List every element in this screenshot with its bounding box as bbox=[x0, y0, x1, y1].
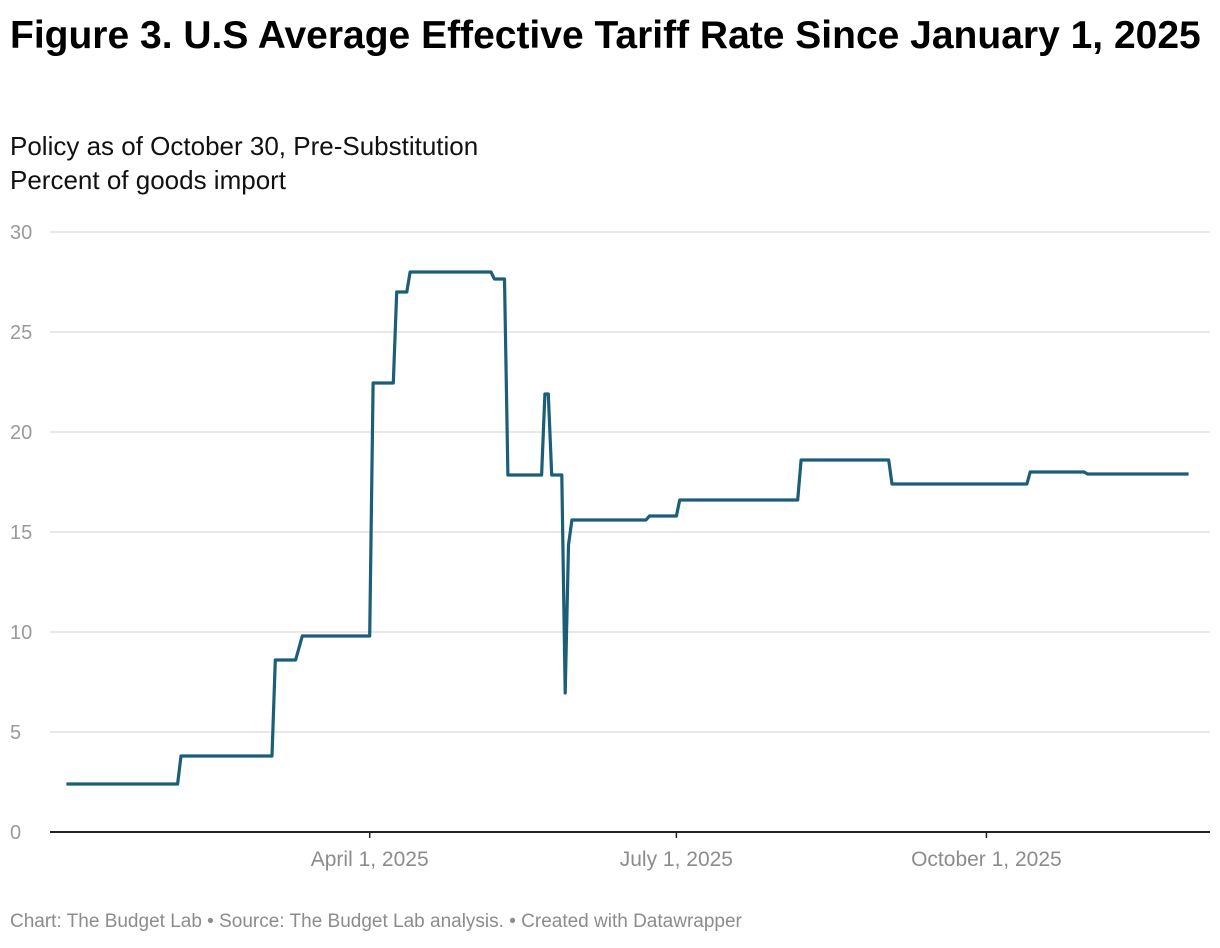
chart-footer: Chart: The Budget Lab • Source: The Budg… bbox=[10, 911, 742, 932]
chart-subtitle: Policy as of October 30, Pre-Substitutio… bbox=[10, 131, 479, 161]
tariff-rate-line bbox=[66, 270, 1189, 786]
y-axis-label: Percent of goods import bbox=[10, 165, 287, 195]
y-tick-label: 15 bbox=[10, 522, 32, 544]
y-tick-label: 30 bbox=[10, 222, 32, 244]
y-tick-label: 25 bbox=[10, 322, 32, 344]
x-tick-label: April 1, 2025 bbox=[311, 848, 429, 871]
x-tick-label: October 1, 2025 bbox=[911, 848, 1062, 871]
y-tick-label: 10 bbox=[10, 622, 32, 644]
y-tick-label: 0 bbox=[10, 822, 21, 844]
y-tick-label: 5 bbox=[10, 722, 21, 744]
chart-title: Figure 3. U.S Average Effective Tariff R… bbox=[10, 14, 1201, 57]
y-tick-label: 20 bbox=[10, 422, 32, 444]
x-tick-label: July 1, 2025 bbox=[620, 848, 733, 871]
